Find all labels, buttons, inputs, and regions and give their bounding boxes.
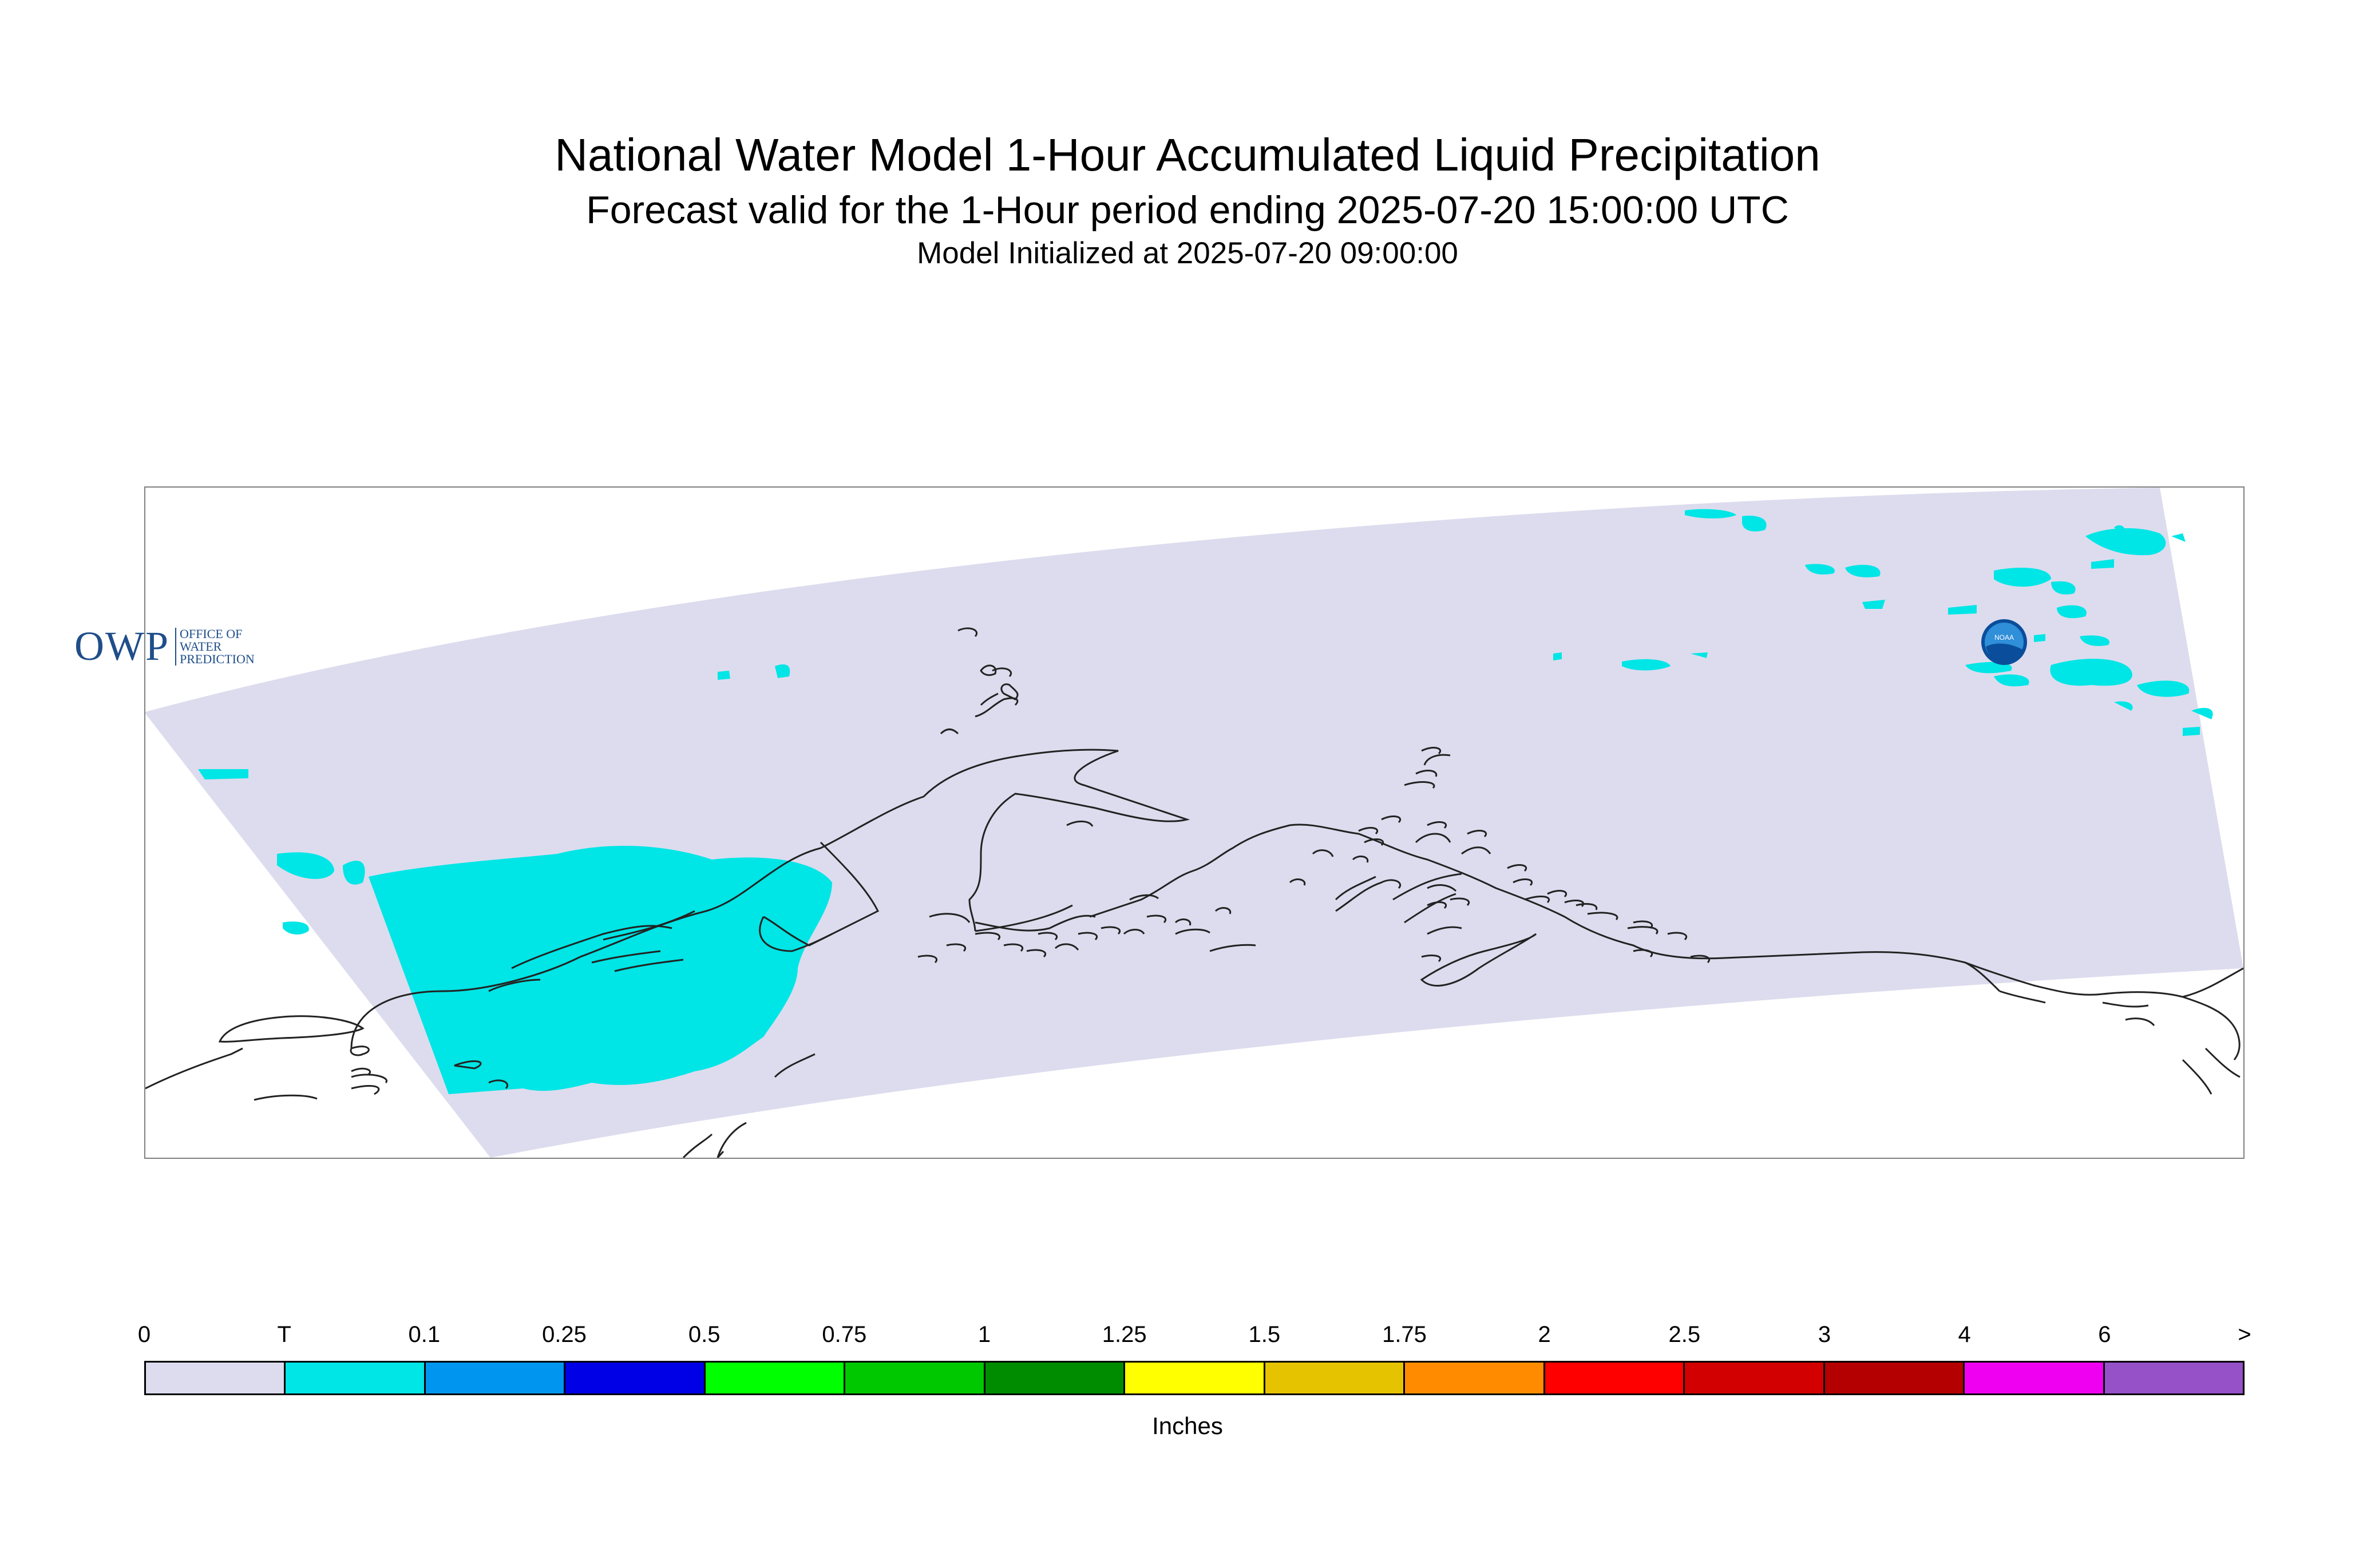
noaa-icon: NOAA	[1981, 619, 2027, 665]
legend-tick-label: 0.5	[688, 1322, 721, 1347]
legend-swatch-1	[286, 1363, 426, 1393]
precip-map	[145, 488, 2243, 1158]
legend-tick-label: T	[277, 1322, 291, 1347]
map-subtitle: Forecast valid for the 1-Hour period end…	[586, 188, 1789, 232]
legend-swatch-6	[985, 1363, 1126, 1393]
legend-tick-label: 4	[1958, 1322, 1971, 1347]
legend-units-label: Inches	[1152, 1412, 1223, 1439]
noaa-logo-text: NOAA	[1994, 633, 2014, 642]
legend-tick-label: 1.5	[1248, 1322, 1281, 1347]
legend-colorbar	[144, 1361, 2245, 1395]
legend-swatch-0	[146, 1363, 286, 1393]
legend-tick-label: 2	[1538, 1322, 1551, 1347]
coastlines	[145, 627, 2243, 1158]
legend-swatch-3	[565, 1363, 706, 1393]
legend-swatch-4	[705, 1363, 846, 1393]
map-title: National Water Model 1-Hour Accumulated …	[555, 129, 1820, 180]
owp-logo-mark: OWP	[74, 623, 169, 669]
legend-tick-label: 0.25	[542, 1322, 587, 1347]
legend-tick-label: 0.75	[822, 1322, 867, 1347]
noaa-logo: NOAA	[1980, 618, 2028, 666]
legend-swatch-10	[1545, 1363, 1685, 1393]
owp-logo: OWP OFFICE OF WATER PREDICTION	[74, 623, 260, 670]
legend-swatch-14	[2104, 1363, 2243, 1393]
legend-tick-label: 3	[1818, 1322, 1831, 1347]
legend-swatch-8	[1265, 1363, 1406, 1393]
legend-tick-label: 2.5	[1668, 1322, 1701, 1347]
legend-tick-label: 0.1	[408, 1322, 441, 1347]
precip-legend: 0 T 0.1 0.25 0.5 0.75 1 1.25 1.5 1.75 2 2.5 3 4 6 >	[138, 1322, 2251, 1436]
legend-tick-label: 6	[2098, 1322, 2111, 1347]
legend-swatch-5	[845, 1363, 985, 1393]
legend-tick-label: >	[2238, 1322, 2251, 1347]
legend-swatch-2	[425, 1363, 566, 1393]
legend-swatch-7	[1125, 1363, 1265, 1393]
legend-tick-label: 1	[977, 1322, 991, 1347]
legend-swatch-13	[1965, 1363, 2105, 1393]
legend-tick-label: 0	[137, 1322, 151, 1347]
model-init-time: Model Initialized at 2025-07-20 09:00:00	[917, 236, 1458, 270]
map-panel	[144, 486, 2245, 1159]
legend-swatch-11	[1685, 1363, 1825, 1393]
legend-tick-label: 1.75	[1382, 1322, 1427, 1347]
legend-swatch-9	[1405, 1363, 1545, 1393]
outside-domain	[145, 714, 490, 1158]
owp-logo-text: OFFICE OF WATER PREDICTION	[175, 627, 260, 666]
legend-tick-label: 1.25	[1102, 1322, 1147, 1347]
legend-swatch-12	[1824, 1363, 1965, 1393]
